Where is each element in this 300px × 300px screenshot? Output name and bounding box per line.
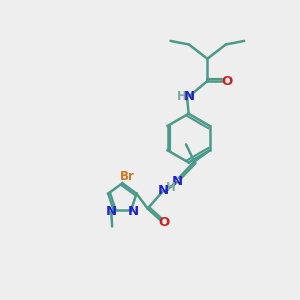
Text: N: N (106, 205, 117, 218)
Text: Br: Br (120, 170, 135, 183)
Text: N: N (158, 184, 169, 197)
Text: N: N (172, 175, 183, 188)
Text: O: O (158, 216, 169, 229)
Text: H: H (166, 181, 176, 194)
Text: H: H (177, 90, 187, 103)
Text: N: N (184, 90, 195, 103)
Text: O: O (221, 74, 232, 88)
Text: N: N (128, 205, 139, 218)
